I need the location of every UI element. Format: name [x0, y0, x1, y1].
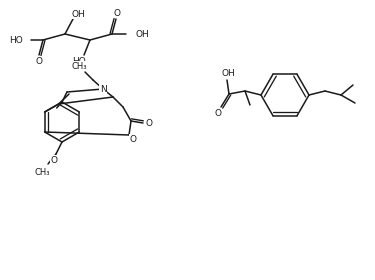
Text: O: O [129, 134, 136, 144]
Text: HO: HO [9, 36, 23, 45]
Text: O: O [36, 57, 42, 66]
Text: O: O [146, 118, 153, 127]
Text: O: O [114, 8, 120, 18]
Text: O: O [51, 155, 57, 165]
Text: N: N [100, 85, 106, 94]
Text: OH: OH [221, 69, 235, 78]
Text: O: O [214, 109, 222, 118]
Text: OH: OH [135, 29, 149, 39]
Text: CH₃: CH₃ [34, 167, 50, 176]
Text: OH: OH [71, 10, 85, 18]
Text: HO: HO [72, 57, 86, 66]
Text: CH₃: CH₃ [71, 62, 87, 71]
